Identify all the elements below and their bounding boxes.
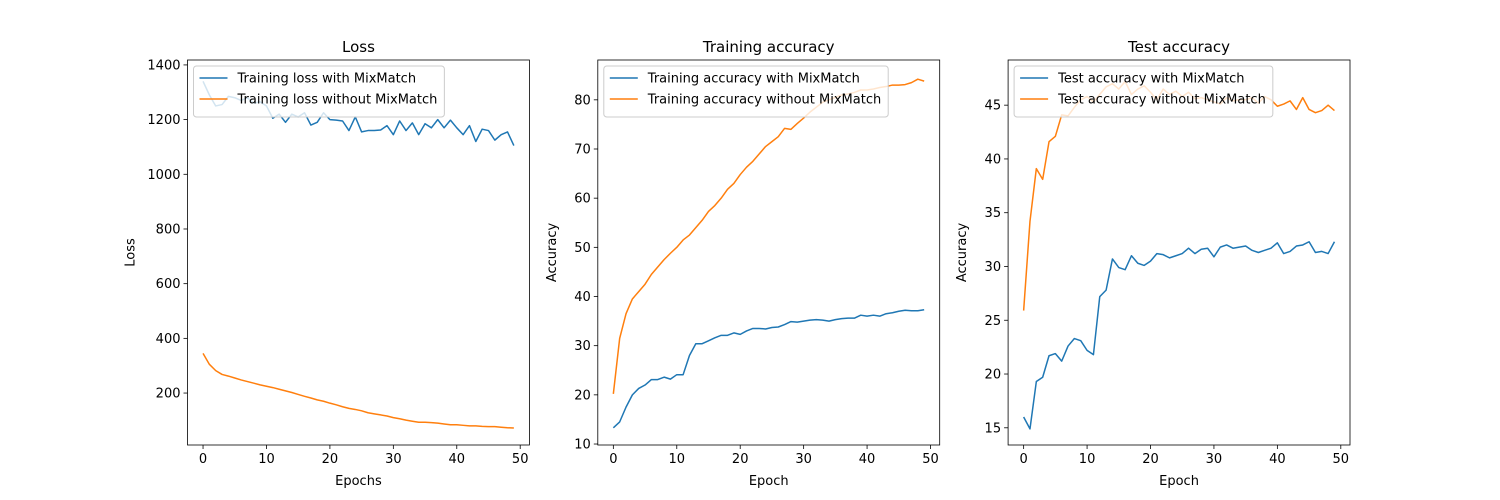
y-tick-label: 25 — [985, 314, 1002, 329]
y-tick-label: 35 — [985, 206, 1002, 221]
legend-label: Training accuracy with MixMatch — [647, 72, 860, 87]
axes-frame — [187, 59, 530, 446]
x-tick-label: 30 — [795, 452, 812, 467]
legend-box — [1013, 65, 1274, 118]
y-tick-label: 30 — [574, 339, 591, 354]
y-tick-label: 45 — [985, 99, 1002, 114]
x-tick-label: 20 — [732, 452, 749, 467]
data-line — [1022, 241, 1336, 430]
y-axis-label: Accuracy — [955, 223, 970, 283]
y-axis-label: Loss — [124, 238, 139, 267]
legend: Test accuracy with MixMatch Test accuracy… — [1013, 65, 1274, 118]
y-tick-label: 40 — [574, 290, 591, 305]
y-axis-label: Accuracy — [545, 223, 560, 283]
x-tick-label: 20 — [1142, 452, 1159, 467]
axes-frame — [1007, 59, 1351, 446]
data-line — [612, 309, 925, 429]
subplot: Loss 0 10 20 30 40 50 200 400 600 800 1000 1200 1400 E… — [124, 38, 530, 489]
y-tick-label: 200 — [156, 387, 181, 402]
subplot-title: Test accuracy — [1127, 38, 1230, 56]
x-tick-label: 10 — [668, 452, 685, 467]
y-tick-label: 600 — [156, 277, 181, 292]
legend-box — [603, 65, 889, 118]
legend-box — [193, 65, 445, 118]
legend-label: Training loss without MixMatch — [237, 93, 438, 108]
x-tick-label: 0 — [609, 452, 617, 467]
y-tick-label: 40 — [985, 152, 1002, 167]
x-tick-label: 30 — [1206, 452, 1223, 467]
x-axis-label: Epochs — [335, 474, 382, 489]
x-tick-label: 40 — [1269, 452, 1286, 467]
y-tick-label: 15 — [985, 421, 1002, 436]
x-tick-label: 10 — [258, 452, 275, 467]
x-tick-label: 0 — [199, 452, 207, 467]
y-tick-label: 400 — [156, 332, 181, 347]
x-tick-label: 30 — [385, 452, 402, 467]
x-tick-label: 0 — [1020, 452, 1028, 467]
subplot-title: Training accuracy — [702, 38, 835, 56]
data-line — [202, 353, 514, 429]
x-tick-label: 50 — [922, 452, 939, 467]
y-tick-label: 1200 — [147, 113, 180, 128]
legend: Training accuracy with MixMatch Training … — [603, 65, 889, 118]
y-tick-label: 60 — [574, 192, 591, 207]
y-tick-label: 20 — [985, 368, 1002, 383]
x-tick-label: 40 — [859, 452, 876, 467]
legend-label: Training loss with MixMatch — [237, 72, 417, 87]
x-tick-label: 50 — [512, 452, 529, 467]
legend-label: Test accuracy without MixMatch — [1057, 93, 1266, 108]
y-tick-label: 1400 — [147, 58, 180, 73]
y-tick-label: 50 — [574, 241, 591, 256]
x-axis-label: Epoch — [1159, 474, 1199, 489]
y-tick-label: 80 — [574, 93, 591, 108]
y-tick-label: 70 — [574, 142, 591, 157]
x-tick-label: 40 — [448, 452, 465, 467]
legend: Training loss with MixMatch Training loss… — [193, 65, 445, 118]
legend-label: Test accuracy with MixMatch — [1057, 72, 1244, 87]
y-tick-label: 10 — [574, 438, 591, 453]
x-tick-label: 20 — [322, 452, 339, 467]
data-line — [612, 78, 925, 394]
axes-frame — [597, 59, 941, 446]
y-tick-label: 20 — [574, 388, 591, 403]
subplot: Training accuracy 0 10 20 30 40 50 10 20 30 40 50 60… — [545, 38, 941, 489]
subplot: Test accuracy 0 10 20 30 40 50 15 20 25 30 35 40 45 Ep… — [955, 38, 1351, 489]
subplot-title: Loss — [342, 38, 375, 56]
y-tick-label: 800 — [156, 222, 181, 237]
x-axis-label: Epoch — [749, 474, 789, 489]
y-tick-label: 30 — [985, 260, 1002, 275]
x-tick-label: 50 — [1333, 452, 1350, 467]
y-tick-label: 1000 — [147, 168, 180, 183]
legend-label: Training accuracy without MixMatch — [647, 93, 881, 108]
x-tick-label: 10 — [1079, 452, 1096, 467]
